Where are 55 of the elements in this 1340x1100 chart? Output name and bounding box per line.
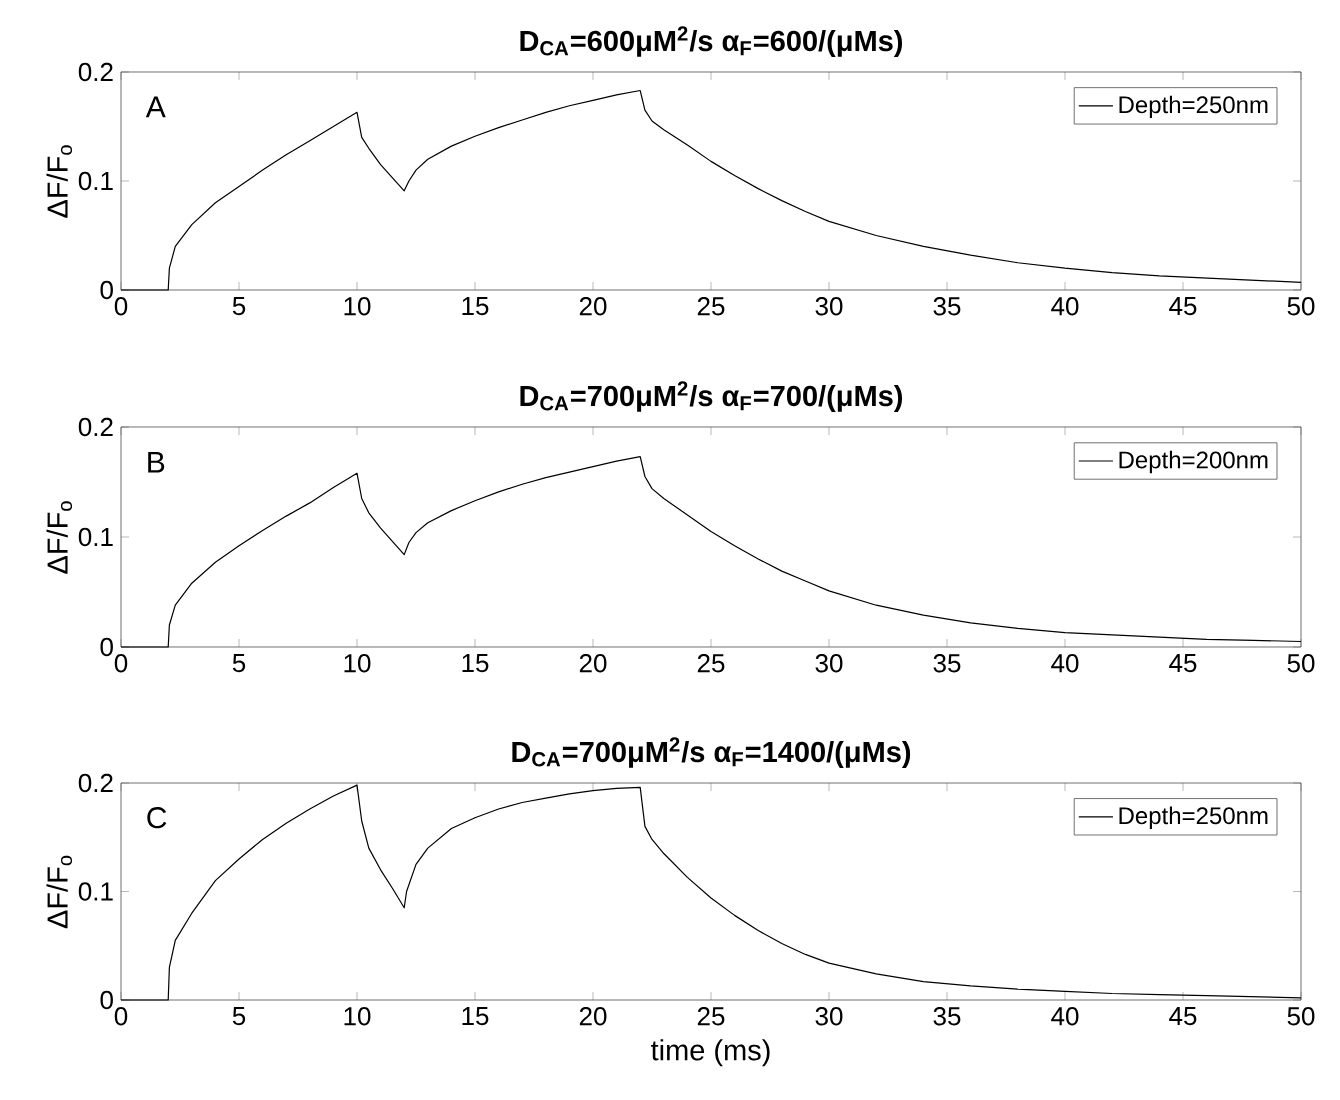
x-tick-label: 30 — [815, 297, 843, 316]
chart-title: D$_{CA}$=700μM$^{2}$/s α$_{F}$=1400/(μMs) — [512, 737, 911, 768]
x-tick-label: 25 — [697, 1007, 725, 1026]
x-tick-label: 20 — [579, 1007, 607, 1026]
y-tick-label: 0.1 — [78, 171, 113, 191]
y-tick-label: 0 — [100, 637, 113, 657]
x-tick-label: 5 — [232, 297, 246, 316]
annotation: A — [145, 96, 166, 118]
x-tick-label: 10 — [344, 654, 371, 673]
y-axis-title: ΔF/F$_{o}$ — [46, 855, 73, 929]
x-tick-label: 0 — [114, 1007, 128, 1026]
y-tick-label: 0.2 — [78, 62, 113, 82]
annotation: C — [147, 807, 167, 829]
legend-label: Depth=250nm — [1119, 806, 1268, 829]
legend-label: Depth=200nm — [1119, 450, 1268, 474]
x-tick-label: 40 — [1051, 654, 1079, 673]
x-tick-label: 0 — [114, 654, 128, 673]
x-tick-label: 35 — [933, 1007, 961, 1026]
y-tick-label: 0.2 — [78, 773, 113, 793]
x-axis-title: time (ms) — [651, 1039, 770, 1067]
y-tick-label: 0.1 — [78, 527, 113, 547]
x-tick-label: 20 — [579, 297, 607, 316]
x-tick-label: 0 — [114, 297, 128, 316]
y-tick-label: 0.2 — [78, 417, 113, 437]
annotation: B — [148, 451, 165, 473]
x-tick-label: 25 — [697, 654, 725, 673]
x-tick-label: 50 — [1287, 1007, 1315, 1026]
chart-title: D$_{CA}$=700μM$^{2}$/s α$_{F}$=700/(μMs) — [520, 381, 903, 412]
x-tick-label: 35 — [933, 297, 961, 316]
chart-title: D$_{CA}$=600μM$^{2}$/s α$_{F}$=600/(μMs) — [520, 26, 903, 57]
x-tick-label: 30 — [815, 1007, 843, 1026]
x-tick-label: 10 — [344, 297, 371, 316]
x-tick-label: 15 — [462, 297, 489, 316]
x-tick-label: 45 — [1169, 297, 1197, 316]
x-tick-label: 40 — [1051, 1007, 1079, 1026]
y-tick-label: 0 — [100, 990, 113, 1010]
x-tick-label: 40 — [1051, 297, 1079, 316]
x-tick-label: 10 — [344, 1007, 371, 1026]
legend-label: Depth=250nm — [1119, 95, 1268, 119]
x-tick-label: 5 — [232, 654, 246, 673]
x-tick-label: 15 — [462, 654, 489, 673]
y-tick-label: 0 — [100, 280, 113, 300]
x-tick-label: 50 — [1287, 654, 1315, 673]
x-tick-label: 15 — [462, 1007, 489, 1026]
x-tick-label: 20 — [579, 654, 607, 673]
x-tick-label: 45 — [1169, 654, 1197, 673]
y-tick-label: 0.1 — [78, 882, 113, 901]
x-tick-label: 35 — [933, 654, 961, 673]
x-tick-label: 30 — [815, 654, 843, 673]
x-tick-label: 5 — [232, 1007, 246, 1026]
x-tick-label: 45 — [1169, 1007, 1197, 1026]
x-tick-label: 50 — [1287, 297, 1315, 316]
y-axis-title: ΔF/F$_{o}$ — [46, 145, 73, 218]
y-axis-title: ΔF/F$_{o}$ — [46, 501, 73, 574]
x-tick-label: 25 — [697, 297, 725, 316]
